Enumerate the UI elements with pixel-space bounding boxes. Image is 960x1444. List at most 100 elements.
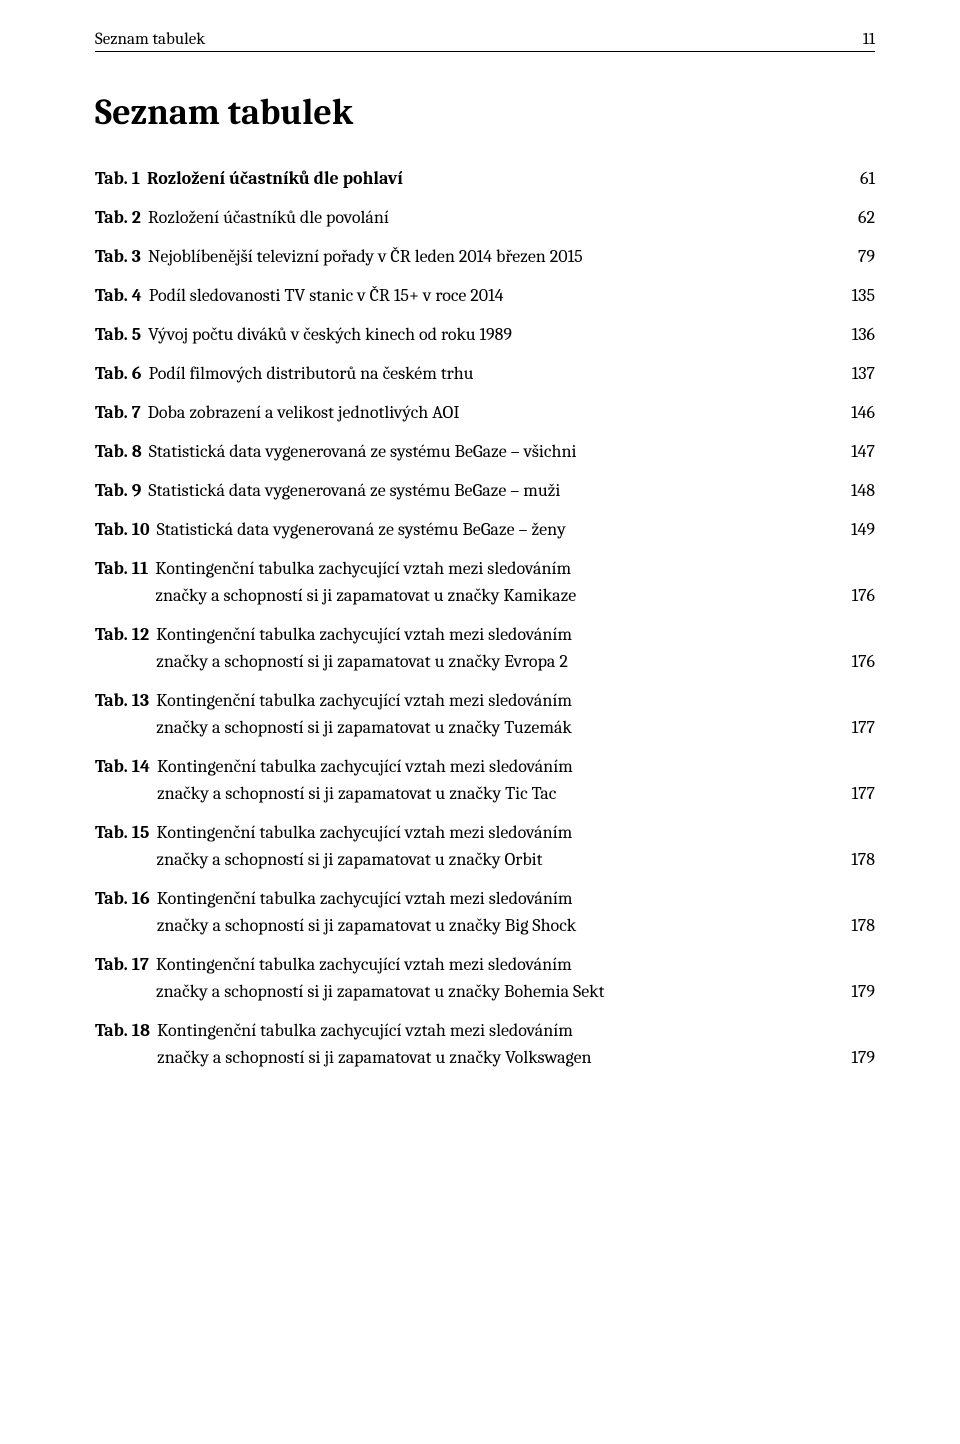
toc-label: Tab. 7 <box>95 399 148 426</box>
toc-description: Podíl sledovanosti TV stanic v ČR 15+ v … <box>149 282 828 309</box>
header-left-text: Seznam tabulek <box>95 30 205 49</box>
toc-label: Tab. 8 <box>95 438 149 465</box>
toc-body: Nejoblíbenější televizní pořady v ČR led… <box>148 243 875 270</box>
toc-label: Tab. 9 <box>95 477 148 504</box>
toc-entry: Tab. 18Kontingenční tabulka zachycující … <box>95 1017 875 1071</box>
toc-entry: Tab. 1Rozložení účastníků dle pohlaví61 <box>95 165 875 192</box>
toc-description-last-row: značky a schopností si ji zapamatovat u … <box>156 978 875 1005</box>
toc-body: Statistická data vygenerovaná ze systému… <box>157 516 875 543</box>
toc-page-number: 177 <box>828 780 875 807</box>
toc-page-number: 179 <box>827 978 875 1005</box>
page-header: Seznam tabulek 11 <box>95 30 875 52</box>
page-title: Seznam tabulek <box>95 92 875 133</box>
toc-label: Tab. 17 <box>95 951 156 978</box>
toc-body: Statistická data vygenerovaná ze systému… <box>148 477 875 504</box>
toc-description-last-row: značky a schopností si ji zapamatovat u … <box>155 582 875 609</box>
toc-entry: Tab. 6Podíl filmových distributorů na če… <box>95 360 875 387</box>
toc-label: Tab. 16 <box>95 885 157 912</box>
toc-body: Podíl filmových distributorů na českém t… <box>148 360 875 387</box>
toc-label: Tab. 14 <box>95 753 157 780</box>
toc-label: Tab. 13 <box>95 687 156 714</box>
toc-label: Tab. 2 <box>95 204 148 231</box>
toc-description-line: Kontingenční tabulka zachycující vztah m… <box>156 819 875 846</box>
toc-description: Rozložení účastníků dle povolání <box>148 204 833 231</box>
toc-label: Tab. 5 <box>95 321 148 348</box>
toc-description-line: Kontingenční tabulka zachycující vztah m… <box>155 555 875 582</box>
toc-description: Statistická data vygenerovaná ze systému… <box>157 516 827 543</box>
toc-label: Tab. 15 <box>95 819 156 846</box>
toc-description: Doba zobrazení a velikost jednotlivých A… <box>148 399 828 426</box>
toc-body: Doba zobrazení a velikost jednotlivých A… <box>148 399 875 426</box>
toc-description-last-row: značky a schopností si ji zapamatovat u … <box>156 846 875 873</box>
toc-description-line: značky a schopností si ji zapamatovat u … <box>157 780 828 807</box>
toc-entry: Tab. 12Kontingenční tabulka zachycující … <box>95 621 875 675</box>
toc-entry: Tab. 2Rozložení účastníků dle povolání62 <box>95 204 875 231</box>
table-of-contents: Tab. 1Rozložení účastníků dle pohlaví61T… <box>95 165 875 1071</box>
toc-entry: Tab. 5Vývoj počtu diváků v českých kinec… <box>95 321 875 348</box>
toc-label: Tab. 10 <box>95 516 157 543</box>
toc-body: Kontingenční tabulka zachycující vztah m… <box>156 621 875 675</box>
toc-label: Tab. 3 <box>95 243 148 270</box>
toc-description-line: značky a schopností si ji zapamatovat u … <box>157 1044 827 1071</box>
toc-page-number: 179 <box>827 1044 875 1071</box>
toc-description-line: Kontingenční tabulka zachycující vztah m… <box>157 753 875 780</box>
toc-description: Statistická data vygenerovaná ze systému… <box>148 477 827 504</box>
toc-description-line: Kontingenční tabulka zachycující vztah m… <box>156 687 875 714</box>
toc-entry: Tab. 7Doba zobrazení a velikost jednotli… <box>95 399 875 426</box>
toc-description-last-row: značky a schopností si ji zapamatovat u … <box>157 780 875 807</box>
toc-description-last-row: značky a schopností si ji zapamatovat u … <box>156 714 875 741</box>
toc-entry: Tab. 10Statistická data vygenerovaná ze … <box>95 516 875 543</box>
toc-description-line: Kontingenční tabulka zachycující vztah m… <box>156 951 875 978</box>
toc-label: Tab. 1 <box>95 165 147 192</box>
toc-body: Kontingenční tabulka zachycující vztah m… <box>156 687 875 741</box>
toc-description: Nejoblíbenější televizní pořady v ČR led… <box>148 243 833 270</box>
toc-body: Rozložení účastníků dle pohlaví61 <box>147 165 875 192</box>
toc-label: Tab. 18 <box>95 1017 157 1044</box>
toc-entry: Tab. 11Kontingenční tabulka zachycující … <box>95 555 875 609</box>
toc-description: Rozložení účastníků dle pohlaví <box>147 165 833 192</box>
toc-description-last-row: značky a schopností si ji zapamatovat u … <box>157 912 875 939</box>
toc-page-number: 61 <box>833 165 875 192</box>
toc-description-last-row: značky a schopností si ji zapamatovat u … <box>157 1044 875 1071</box>
toc-entry: Tab. 4Podíl sledovanosti TV stanic v ČR … <box>95 282 875 309</box>
toc-body: Podíl sledovanosti TV stanic v ČR 15+ v … <box>149 282 875 309</box>
toc-description-line: značky a schopností si ji zapamatovat u … <box>155 582 827 609</box>
toc-page-number: 146 <box>827 399 875 426</box>
toc-description-line: Kontingenční tabulka zachycující vztah m… <box>157 885 875 912</box>
toc-entry: Tab. 3Nejoblíbenější televizní pořady v … <box>95 243 875 270</box>
toc-entry: Tab. 13Kontingenční tabulka zachycující … <box>95 687 875 741</box>
toc-description: Statistická data vygenerovaná ze systému… <box>149 438 827 465</box>
toc-entry: Tab. 15Kontingenční tabulka zachycující … <box>95 819 875 873</box>
toc-page-number: 176 <box>828 582 875 609</box>
toc-body: Kontingenční tabulka zachycující vztah m… <box>157 885 875 939</box>
header-page-number: 11 <box>863 30 875 49</box>
toc-label: Tab. 11 <box>95 555 155 582</box>
toc-label: Tab. 6 <box>95 360 148 387</box>
toc-description-line: značky a schopností si ji zapamatovat u … <box>156 846 827 873</box>
toc-page-number: 62 <box>833 204 875 231</box>
toc-body: Statistická data vygenerovaná ze systému… <box>149 438 875 465</box>
toc-page-number: 137 <box>828 360 875 387</box>
toc-entry: Tab. 17Kontingenční tabulka zachycující … <box>95 951 875 1005</box>
toc-body: Kontingenční tabulka zachycující vztah m… <box>156 819 875 873</box>
toc-body: Kontingenční tabulka zachycující vztah m… <box>155 555 875 609</box>
toc-description-line: značky a schopností si ji zapamatovat u … <box>157 912 828 939</box>
toc-page-number: 178 <box>827 912 875 939</box>
toc-page-number: 148 <box>827 477 875 504</box>
toc-page-number: 178 <box>827 846 875 873</box>
toc-description-line: značky a schopností si ji zapamatovat u … <box>156 714 827 741</box>
toc-body: Kontingenční tabulka zachycující vztah m… <box>157 1017 875 1071</box>
toc-page-number: 147 <box>827 438 875 465</box>
toc-page-number: 176 <box>828 648 875 675</box>
toc-entry: Tab. 16Kontingenční tabulka zachycující … <box>95 885 875 939</box>
toc-page-number: 177 <box>828 714 875 741</box>
toc-label: Tab. 12 <box>95 621 156 648</box>
toc-description-line: Kontingenční tabulka zachycující vztah m… <box>156 621 875 648</box>
toc-body: Rozložení účastníků dle povolání62 <box>148 204 875 231</box>
toc-body: Vývoj počtu diváků v českých kinech od r… <box>148 321 875 348</box>
toc-page-number: 135 <box>828 282 875 309</box>
toc-body: Kontingenční tabulka zachycující vztah m… <box>156 951 875 1005</box>
toc-page-number: 136 <box>828 321 875 348</box>
toc-description: Vývoj počtu diváků v českých kinech od r… <box>148 321 828 348</box>
toc-page-number: 79 <box>833 243 875 270</box>
